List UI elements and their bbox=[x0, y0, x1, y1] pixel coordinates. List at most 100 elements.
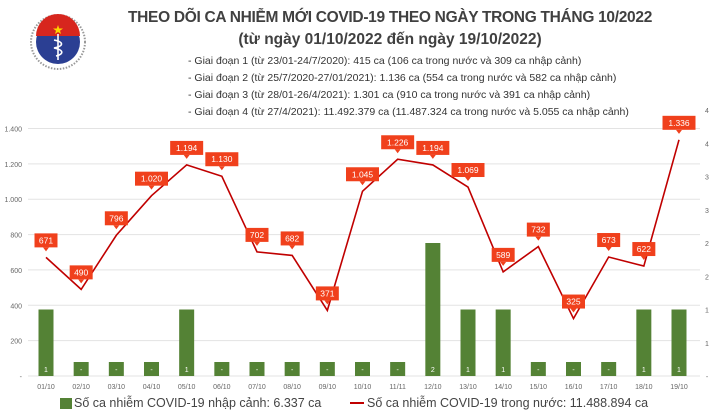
x-axis-tick-label: 01/10 bbox=[37, 384, 55, 391]
bar-imported bbox=[144, 362, 159, 376]
line-label-pointer bbox=[605, 247, 612, 252]
left-axis-tick-label: 1.200 bbox=[4, 162, 22, 169]
line-label-pointer bbox=[394, 149, 401, 154]
line-label-pointer bbox=[324, 300, 331, 305]
line-data-label: 622 bbox=[637, 244, 651, 254]
bar-data-label: - bbox=[80, 367, 83, 374]
x-axis-tick-label: 03/10 bbox=[108, 384, 126, 391]
line-label-pointer bbox=[465, 177, 471, 182]
line-label-box bbox=[315, 286, 339, 301]
bar-imported bbox=[38, 309, 54, 376]
bar-imported bbox=[390, 362, 406, 376]
line-label-pointer bbox=[289, 245, 296, 250]
right-axis-tick-label: 1 bbox=[705, 341, 709, 348]
line-domestic bbox=[45, 139, 680, 321]
chart-title: THEO DÕI CA NHIỄM MỚI COVID-19 THEO NGÀY… bbox=[127, 9, 653, 26]
line-label-pointer bbox=[113, 225, 120, 230]
bar-imported bbox=[636, 309, 652, 376]
line-label-box bbox=[597, 233, 621, 248]
bar-imported bbox=[601, 362, 617, 376]
line-data-label: 325 bbox=[566, 297, 580, 307]
bar-data-label: 1 bbox=[501, 367, 505, 374]
x-axis-tick-label: 18/10 bbox=[635, 384, 653, 391]
x-axis-tick-label: 16/10 bbox=[565, 384, 583, 391]
line-label-box bbox=[346, 167, 379, 182]
bar-data-label: - bbox=[396, 367, 399, 374]
line-label-pointer bbox=[78, 279, 85, 284]
bar-imported bbox=[284, 362, 300, 376]
chart-subtitle: (từ ngày 01/10/2022 đến ngày 19/10/2022) bbox=[238, 31, 542, 48]
bar-data-label: 1 bbox=[642, 367, 646, 374]
bar-imported bbox=[495, 309, 511, 376]
bar-imported bbox=[108, 362, 124, 376]
right-axis-tick-label: 4 bbox=[705, 141, 709, 148]
line-data-label: 702 bbox=[250, 230, 264, 240]
line-data-label: 1.130 bbox=[211, 154, 233, 164]
x-axis-tick-label: 15/10 bbox=[530, 384, 548, 391]
left-axis-tick-label: 200 bbox=[10, 339, 22, 346]
line-label-box bbox=[662, 115, 696, 130]
bar-imported bbox=[355, 362, 370, 376]
right-axis-tick-label: 3 bbox=[705, 208, 709, 215]
line-label-pointer bbox=[254, 241, 260, 246]
line-data-label: 1.069 bbox=[457, 165, 479, 175]
bar-data-label: - bbox=[256, 367, 259, 374]
bar-imported bbox=[249, 362, 265, 376]
phase-1-summary: - Giai đoạn 1 (từ 23/01-24/7/2020): 415 … bbox=[188, 55, 582, 67]
x-axis-tick-label: 13/10 bbox=[459, 384, 477, 391]
line-label-pointer bbox=[148, 185, 155, 190]
phase-2-summary: - Giai đoạn 2 (từ 25/7/2020-27/01/2021):… bbox=[188, 72, 617, 84]
bar-imported bbox=[566, 362, 581, 376]
line-label-pointer bbox=[359, 181, 366, 186]
left-axis-tick-label: 400 bbox=[10, 303, 22, 310]
legend-item-imported: Số ca nhiễm COVID-19 nhập cảnh: 6.337 ca bbox=[60, 396, 321, 410]
line-label-box bbox=[280, 231, 304, 246]
x-axis-tick-label: 08/10 bbox=[283, 384, 301, 391]
bar-data-label: - bbox=[572, 367, 575, 374]
line-data-label: 1.045 bbox=[352, 169, 374, 179]
bar-data-label: 1 bbox=[466, 367, 470, 374]
right-axis-tick-label: 1 bbox=[705, 308, 709, 315]
bar-data-label: - bbox=[361, 367, 364, 374]
line-label-box bbox=[170, 140, 204, 155]
x-axis-tick-label: 05/10 bbox=[178, 384, 196, 391]
line-label-box bbox=[34, 233, 58, 248]
line-label-pointer bbox=[676, 129, 682, 134]
x-axis-tick-label: 04/10 bbox=[143, 384, 161, 391]
line-label-box bbox=[416, 140, 450, 155]
line-label-pointer bbox=[183, 154, 190, 159]
phase-3-summary: - Giai đoạn 3 (từ 28/01-26/4/2021): 1.30… bbox=[188, 89, 591, 101]
right-axis-tick-label: - bbox=[706, 374, 709, 381]
x-axis-tick-label: 06/10 bbox=[213, 384, 231, 391]
right-axis-tick-label: 2 bbox=[705, 241, 709, 248]
line-data-label: 671 bbox=[39, 235, 53, 245]
bar-data-label: - bbox=[115, 367, 118, 374]
line-label-box bbox=[69, 265, 93, 280]
bar-imported bbox=[530, 362, 546, 376]
x-axis-tick-label: 12/10 bbox=[424, 384, 442, 391]
line-data-label: 1.194 bbox=[422, 143, 444, 153]
line-label-pointer bbox=[429, 154, 436, 159]
line-data-label: 673 bbox=[602, 235, 616, 245]
phase-4-summary: - Giai đoạn 4 (từ 27/4/2021): 11.492.379… bbox=[188, 106, 629, 118]
right-axis-tick-label: 3 bbox=[705, 175, 709, 182]
left-axis-tick-label: 600 bbox=[10, 268, 22, 275]
bar-data-label: 1 bbox=[677, 367, 681, 374]
line-label-box bbox=[135, 171, 168, 186]
line-data-label: 589 bbox=[496, 250, 510, 260]
bar-data-label: - bbox=[326, 367, 329, 374]
legend-line-swatch bbox=[350, 402, 364, 404]
x-axis-tick-label: 11/11 bbox=[389, 384, 406, 391]
line-label-pointer bbox=[43, 247, 49, 252]
bar-data-label: 2 bbox=[431, 367, 435, 374]
line-label-pointer bbox=[570, 308, 577, 313]
left-axis-tick-label: 800 bbox=[10, 233, 22, 240]
x-axis-tick-label: 09/10 bbox=[319, 384, 337, 391]
line-label-box bbox=[562, 294, 585, 309]
line-data-label: 1.226 bbox=[387, 137, 409, 147]
line-label-pointer bbox=[535, 236, 542, 241]
bar-data-label: - bbox=[291, 367, 294, 374]
x-axis-tick-label: 07/10 bbox=[248, 384, 266, 391]
legend-label-domestic: Số ca nhiễm COVID-19 trong nước: 11.488.… bbox=[367, 396, 649, 410]
legend-label-imported: Số ca nhiễm COVID-19 nhập cảnh: 6.337 ca bbox=[74, 396, 322, 410]
